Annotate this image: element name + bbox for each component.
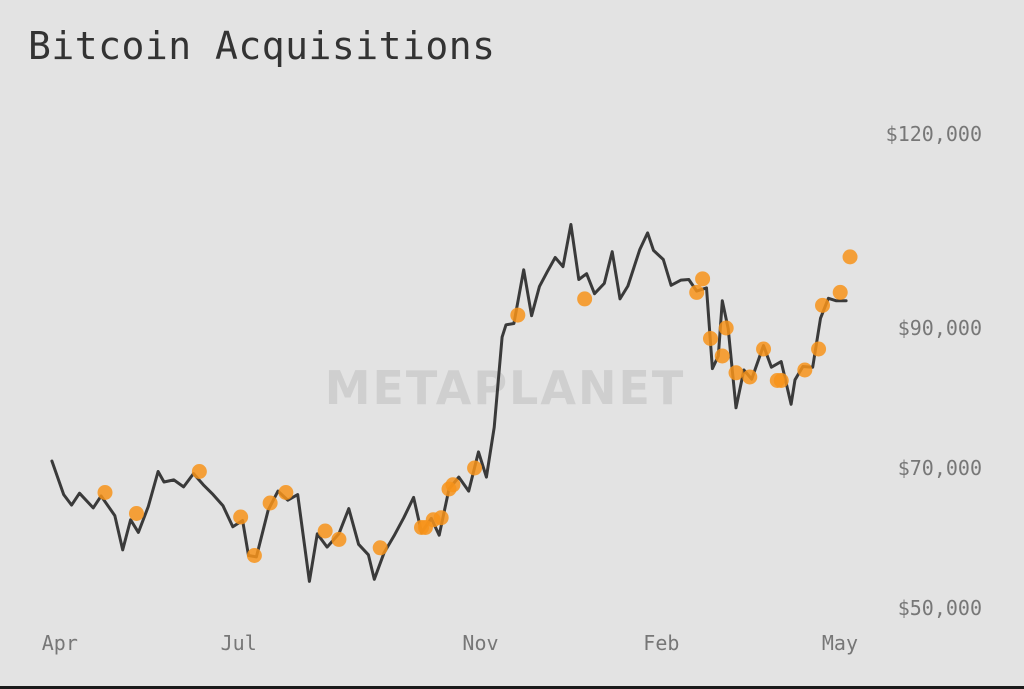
acquisition-marker bbox=[510, 307, 526, 323]
watermark-text: METAPLANET bbox=[325, 361, 686, 415]
x-tick-label: Jul bbox=[221, 631, 257, 655]
acquisition-marker bbox=[815, 297, 831, 313]
acquisition-marker bbox=[797, 362, 813, 378]
acquisition-marker bbox=[372, 540, 388, 556]
chart-title: Bitcoin Acquisitions bbox=[28, 24, 496, 68]
y-tick-label: $120,000 bbox=[886, 122, 982, 146]
acquisition-marker bbox=[773, 373, 789, 388]
acquisition-marker bbox=[695, 271, 711, 287]
acquisition-marker bbox=[278, 485, 294, 500]
acquisition-marker bbox=[728, 365, 744, 381]
y-tick-label: $90,000 bbox=[898, 316, 982, 340]
x-tick-label: Apr bbox=[42, 631, 78, 655]
acquisition-marker bbox=[742, 369, 758, 385]
acquisition-marker bbox=[811, 341, 827, 357]
y-tick-label: $70,000 bbox=[898, 456, 982, 480]
acquisition-marker bbox=[467, 460, 483, 476]
acquisition-marker bbox=[262, 495, 278, 511]
acquisition-marker bbox=[97, 485, 113, 500]
acquisition-marker bbox=[233, 509, 249, 525]
acquisition-marker bbox=[433, 510, 449, 526]
x-tick-label: May bbox=[822, 631, 858, 655]
acquisition-marker bbox=[702, 331, 718, 346]
acquisition-marker bbox=[191, 464, 207, 479]
acquisition-marker bbox=[832, 284, 848, 300]
acquisition-marker bbox=[317, 523, 333, 539]
acquisition-marker bbox=[246, 548, 262, 563]
acquisition-marker bbox=[714, 348, 730, 364]
acquisition-marker bbox=[689, 284, 705, 300]
y-tick-label: $50,000 bbox=[898, 596, 982, 620]
x-tick-label: Feb bbox=[643, 631, 679, 655]
acquisition-marker bbox=[577, 291, 593, 307]
acquisition-marker bbox=[718, 320, 734, 336]
acquisition-marker bbox=[331, 531, 347, 547]
acquisition-marker bbox=[445, 477, 461, 493]
bottom-rule bbox=[0, 686, 1024, 689]
x-tick-label: Nov bbox=[462, 631, 498, 655]
acquisition-marker bbox=[128, 506, 144, 521]
acquisition-marker bbox=[756, 341, 772, 357]
acquisition-marker bbox=[842, 249, 858, 265]
